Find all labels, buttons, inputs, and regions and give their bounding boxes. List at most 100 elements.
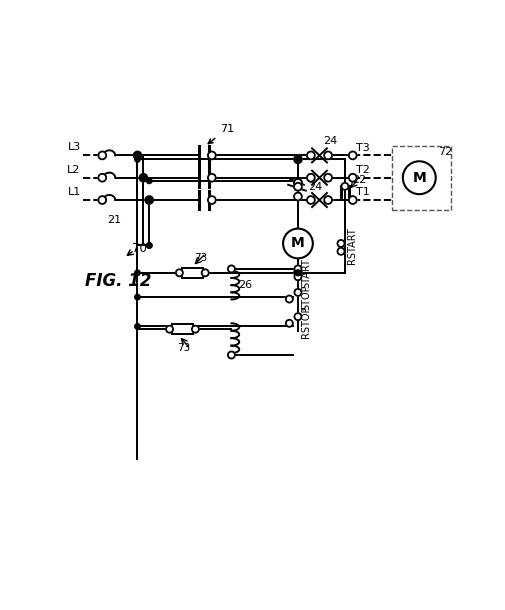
Circle shape [349,196,357,204]
Circle shape [140,175,146,181]
Text: 72: 72 [438,148,452,157]
Circle shape [294,265,301,273]
Circle shape [324,151,332,159]
Circle shape [201,269,209,276]
Circle shape [146,197,152,203]
FancyBboxPatch shape [181,268,203,278]
Circle shape [135,295,140,300]
Circle shape [307,196,315,204]
Circle shape [208,151,216,159]
Circle shape [294,156,302,163]
Circle shape [286,320,293,327]
Bar [392,146,450,210]
Circle shape [286,295,293,303]
Circle shape [349,196,357,204]
Circle shape [98,196,106,204]
Circle shape [349,151,357,159]
Text: FIG. 12: FIG. 12 [85,271,151,290]
Circle shape [176,269,183,276]
Circle shape [294,265,301,273]
Circle shape [201,269,209,276]
Circle shape [145,196,153,204]
Circle shape [133,151,141,159]
Circle shape [146,243,152,248]
Circle shape [295,270,300,276]
Circle shape [295,157,300,162]
Circle shape [294,269,302,277]
Circle shape [337,248,344,255]
Circle shape [208,174,216,182]
Text: M: M [413,171,426,185]
Text: 73: 73 [177,343,190,353]
Circle shape [307,174,315,182]
Circle shape [324,151,332,159]
Circle shape [324,174,332,182]
Circle shape [192,326,199,332]
Circle shape [294,156,302,163]
Circle shape [294,179,302,187]
Circle shape [294,269,302,277]
Circle shape [294,179,302,187]
Circle shape [146,178,152,184]
Circle shape [98,151,106,159]
Circle shape [192,326,199,332]
Text: 24: 24 [308,182,322,192]
Circle shape [307,196,315,204]
Circle shape [135,270,140,276]
Circle shape [341,183,348,190]
Circle shape [228,265,235,273]
Circle shape [324,196,332,204]
Text: M: M [291,237,305,251]
Text: 21: 21 [108,215,122,225]
Circle shape [166,326,173,332]
Circle shape [294,313,301,320]
Text: 73: 73 [194,253,208,263]
Text: START: START [301,258,311,288]
Text: T1: T1 [356,187,370,197]
Text: T2: T2 [356,165,370,175]
Circle shape [139,174,147,182]
Text: STOP: STOP [301,284,311,310]
Circle shape [228,351,235,359]
Circle shape [208,196,216,204]
Circle shape [286,295,293,303]
Circle shape [176,269,183,276]
Circle shape [294,289,301,296]
Circle shape [286,320,293,327]
Circle shape [98,151,106,159]
Text: RSTART: RSTART [347,227,357,264]
Circle shape [349,174,357,182]
Circle shape [341,183,348,190]
Circle shape [294,193,302,201]
Circle shape [324,174,332,182]
Circle shape [337,240,344,247]
Circle shape [307,151,315,159]
Circle shape [294,183,302,191]
Circle shape [349,174,357,182]
Circle shape [324,196,332,204]
Circle shape [337,248,344,255]
Circle shape [98,174,106,182]
Circle shape [307,174,315,182]
Circle shape [98,174,106,182]
Text: L3: L3 [68,142,81,152]
Text: 70: 70 [132,242,146,255]
Circle shape [294,273,301,280]
Circle shape [295,270,300,276]
Circle shape [139,174,147,182]
Circle shape [228,265,235,273]
Circle shape [208,151,216,159]
Text: 22: 22 [352,175,366,185]
Text: L1: L1 [68,187,81,197]
Circle shape [294,289,301,296]
Circle shape [166,326,173,332]
Circle shape [146,243,152,248]
Circle shape [294,179,302,187]
Circle shape [135,324,140,329]
Circle shape [208,174,216,182]
Circle shape [294,193,302,201]
Text: 26: 26 [238,280,252,290]
Circle shape [294,183,302,191]
Circle shape [133,151,141,159]
Text: T3: T3 [356,143,370,152]
